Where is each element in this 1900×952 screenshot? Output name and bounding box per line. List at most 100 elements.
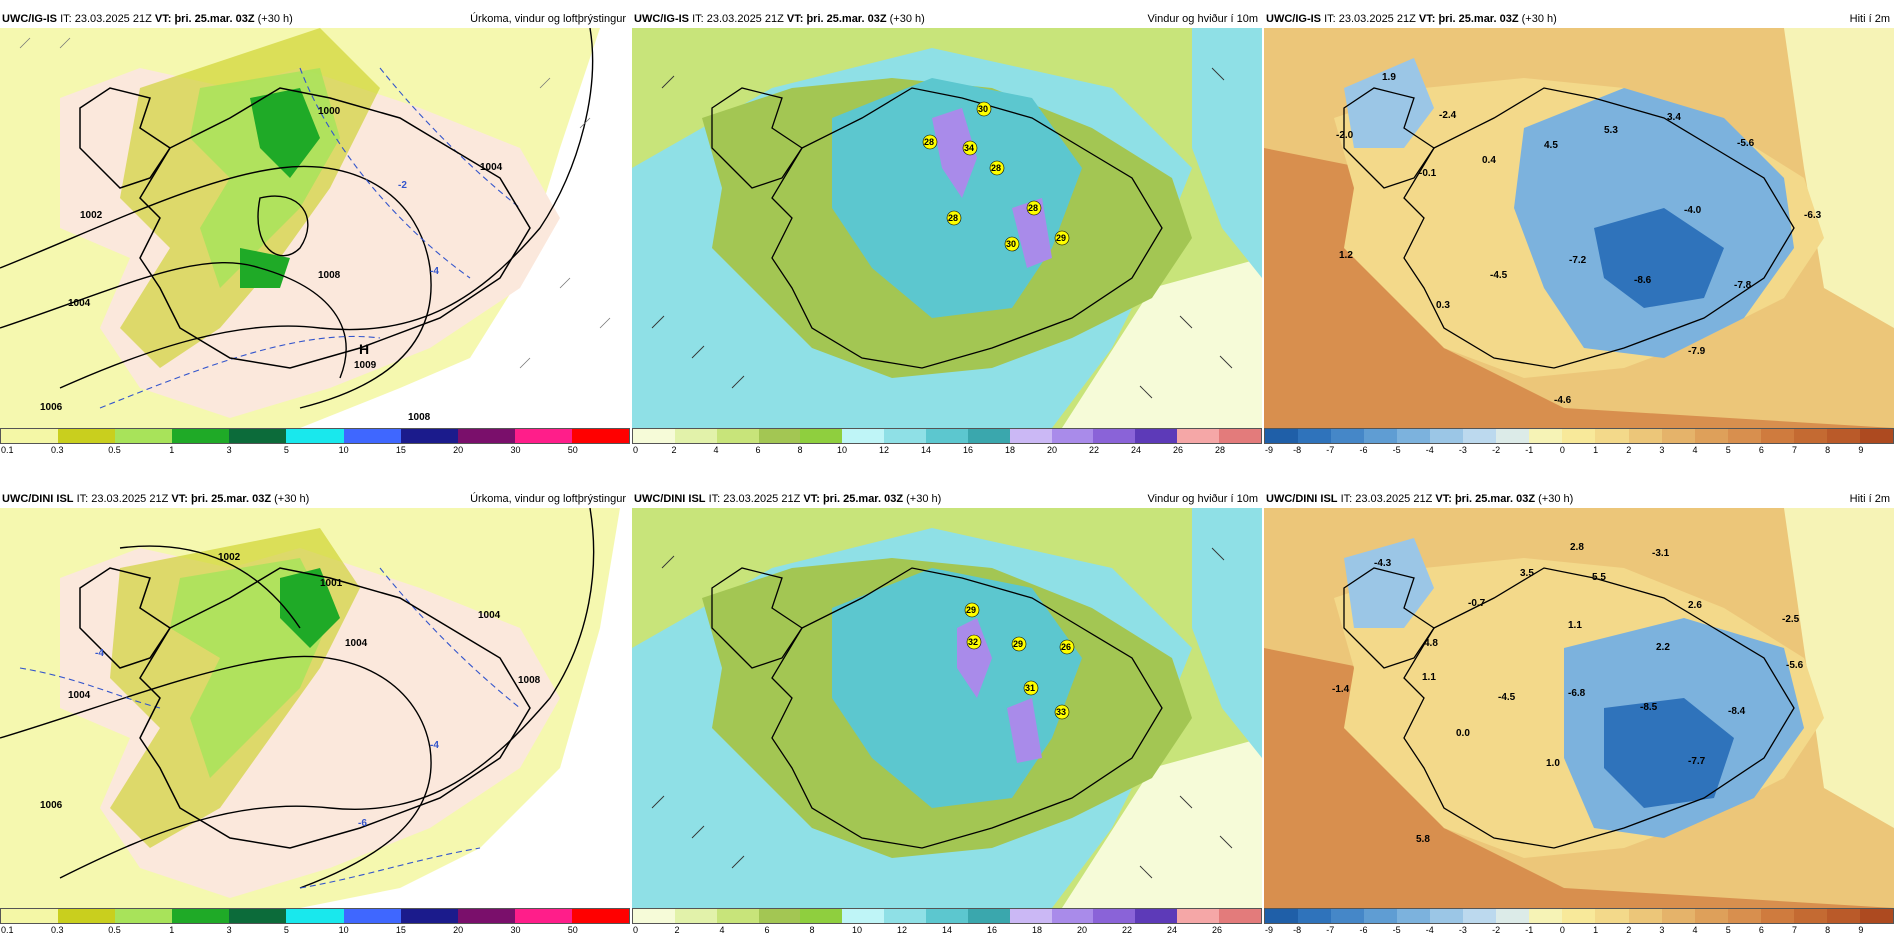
panel-precip-igis: UWC/IG-IS IT: 23.03.2025 21Z VT: þri. 25… [0,10,630,472]
colorbar-ticks: -9 -8 -7 -6 -5 -4 -3 -2 -1 0 1 2 3 4 5 6 7 8 9 [1264,444,1894,458]
temp-label: -6.8 [1568,688,1586,699]
colorbar-ticks: -9 -8 -7 -6 -5 -4 -3 -2 -1 0 1 2 3 4 5 6 7 8 9 [1264,924,1894,938]
temp-label: 1.1 [1422,672,1436,683]
wind-teal-interior [832,78,1082,318]
colorbar-swatch [1265,909,1299,923]
gust-bubble-circle [1011,636,1027,652]
wind-arrow [731,855,745,869]
temp-label: -2.0 [1336,130,1354,141]
colorbar-tick-label: 2 [1626,445,1632,455]
colorbar-tick-label: 30 [510,925,521,935]
isobar [59,28,594,389]
coastline [79,567,531,849]
temp-label: 5.5 [1592,572,1606,583]
temp-contour [99,335,381,409]
colorbar-tick-label: 1 [1593,925,1599,935]
colorbar-tick-label: 0 [633,445,639,455]
wind-pale-area [1062,738,1262,908]
model-name: UWC/DINI ISL [634,493,706,505]
panel-precip-dini: UWC/DINI ISL IT: 23.03.2025 21Z VT: þri.… [0,490,630,952]
colorbar-swatch [58,429,116,443]
wind-arrow [691,345,705,359]
colorbar-swatch [800,909,843,923]
temp-contour [19,667,161,709]
colorbar-tick-label: 15 [395,925,406,935]
map-precip: 1000 1004 1004 1006 1008 1008 1009 H 100… [0,28,630,428]
temp-contour [379,567,521,709]
colorbar-swatch [1093,429,1136,443]
temp-label: 2.2 [1656,642,1670,653]
wind-purple-peaks [932,108,977,198]
wind-barb [599,317,611,329]
wind-purple-peaks [957,618,992,698]
map-label: -4 [430,740,439,751]
coastline [711,87,1163,369]
colorbar-tick-label: 6 [1758,445,1764,455]
model-name: UWC/DINI ISL [2,493,74,505]
colorbar-swatch [1496,909,1530,923]
colorbar [1264,908,1894,924]
panel-title: Hiti í 2m [1849,13,1890,25]
colorbar-ticks: 0.1 0.3 0.5 1 3 5 10 15 20 30 50 [0,924,630,938]
colorbar-swatch [571,909,630,923]
temp-label: -7.9 [1688,346,1706,357]
colorbar-swatch [1135,429,1178,443]
temp-label: -1.4 [1332,684,1350,695]
temp-label: -8.5 [1640,702,1658,713]
temp-warm-sea [1264,648,1894,908]
wind-arrow [1219,835,1233,849]
temp-label: -7.2 [1569,255,1587,266]
gust-value: 29 [966,605,976,615]
colorbar-tick-label: 0 [633,925,639,935]
colorbar-tick-label: 9 [1858,445,1864,455]
colorbar-tick-label: 3 [226,445,232,455]
valid-time: þri. 25.mar. 03Z [822,493,904,505]
colorbar-tick-label: 9 [1858,925,1864,935]
colorbar-tick-label: 10 [836,445,848,455]
colorbar-swatch [1364,909,1398,923]
colorbar-tick-label: -6 [1359,445,1368,455]
colorbar-tick-label: 20 [453,925,464,935]
colorbar-swatch [716,429,759,443]
temp-label: -8.4 [1728,706,1746,717]
temp-label: 1.1 [1568,620,1582,631]
colorbar-swatch [1177,429,1220,443]
coastline-path [139,567,531,849]
colorbar-swatch [1760,429,1794,443]
gust-bubbles: 28 30 34 28 28 28 30 29 [922,101,1070,252]
colorbar-tick-label: -8 [1293,925,1302,935]
gust-bubble-circle [922,134,938,150]
valid-time: þri. 25.mar. 03Z [1454,493,1536,505]
wind-arrow [651,795,665,809]
temp-label: -2.4 [1439,110,1457,121]
colorbar-tick-label: 5 [1725,925,1731,935]
colorbar-tick-label: 2 [1626,925,1632,935]
colorbar-ticks: 0 2 4 6 8 10 12 14 16 18 20 22 24 26 [632,924,1262,938]
colorbar-tick-label: -8 [1293,445,1302,455]
coastline [1343,87,1795,369]
wind-purple-peaks-2 [1007,698,1042,763]
model-name: UWC/IG-IS [2,13,57,25]
gust-bubble-circle [964,602,980,618]
colorbar-tick-label: 6 [764,925,770,935]
temp-label: 5.3 [1604,125,1618,136]
gust-value: 28 [924,137,934,147]
colorbar-tick-label: 28 [1214,445,1226,455]
gust-value: 28 [1028,203,1038,213]
colorbar-tick-label: 20 [1076,925,1088,935]
colorbar-tick-label: -2 [1492,445,1501,455]
isobar [119,545,301,629]
map-label: 1004 [345,638,368,649]
colorbar-swatch [1265,429,1299,443]
temp-label: -2.5 [1782,614,1800,625]
isobar [0,165,432,409]
precip-map-svg: 1002 1001 1004 1004 1004 1006 1008 -4 -4… [0,508,630,908]
wind-pale-area [1062,258,1262,428]
temp-label: 0.4 [1482,155,1496,166]
temp-label: 1.9 [1382,72,1396,83]
temp-contours [99,67,521,409]
coastline-path [771,87,1163,369]
colorbar-tick-label: 2 [674,925,680,935]
colorbar-tick-label: -6 [1359,925,1368,935]
lead-time: (+30 h) [1521,13,1557,25]
